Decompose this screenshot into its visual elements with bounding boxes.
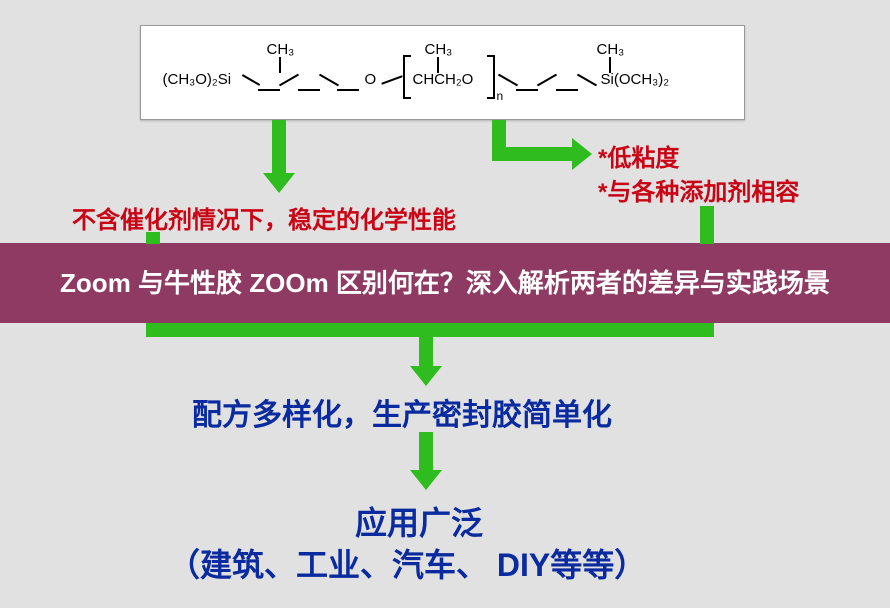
text-application-examples: （建筑、工业、汽车、 DIY等等）	[168, 540, 646, 586]
formula-bond	[381, 75, 402, 84]
banner-title: Zoom 与牛性胶 ZOOm 区别何在？深入解析两者的差异与实践场景	[0, 265, 890, 301]
text-wide-application: 应用广泛	[355, 498, 483, 544]
formula-left-group: (CH₃O)₂Si	[163, 71, 232, 88]
formula-bond	[278, 74, 298, 87]
formula-bond	[241, 74, 259, 86]
formula-n: n	[497, 89, 504, 103]
formula-bond	[298, 89, 320, 91]
formula-bond	[497, 74, 517, 87]
text-additive-compatible: *与各种添加剂相容	[598, 172, 799, 207]
text-low-viscosity: *低粘度	[598, 138, 679, 173]
text-formula-diverse: 配方多样化，生产密封胶简单化	[192, 390, 612, 434]
chemical-formula: (CH₃O)₂Si CH₃ O CH₃ CHCH₂O n CH	[163, 35, 723, 110]
formula-bond	[576, 74, 596, 87]
formula-right-ch3: CH₃	[597, 41, 625, 58]
formula-repeat-ch3: CH₃	[425, 41, 453, 58]
text-stable-chemistry: 不含催化剂情况下，稳定的化学性能	[72, 200, 456, 235]
formula-bracket	[403, 55, 405, 99]
formula-bracket	[487, 97, 495, 99]
formula-bond	[279, 57, 281, 73]
formula-repeat-group: CHCH₂O	[413, 71, 474, 88]
formula-bracket	[403, 97, 411, 99]
formula-bond	[258, 89, 280, 91]
formula-right-group: Si(OCH₃)₂	[601, 71, 670, 88]
formula-bond	[516, 89, 538, 91]
formula-bracket	[403, 55, 411, 57]
chemical-formula-box: (CH₃O)₂Si CH₃ O CH₃ CHCH₂O n CH	[140, 25, 745, 120]
formula-left-ch3: CH₃	[267, 41, 295, 58]
formula-bracket	[487, 55, 495, 57]
formula-bond	[337, 89, 359, 91]
title-banner: Zoom 与牛性胶 ZOOm 区别何在？深入解析两者的差异与实践场景	[0, 243, 890, 323]
formula-bond	[536, 74, 556, 87]
formula-oxygen: O	[365, 71, 377, 88]
formula-bracket	[493, 55, 495, 99]
formula-bond	[556, 89, 578, 91]
formula-bond	[318, 74, 338, 87]
